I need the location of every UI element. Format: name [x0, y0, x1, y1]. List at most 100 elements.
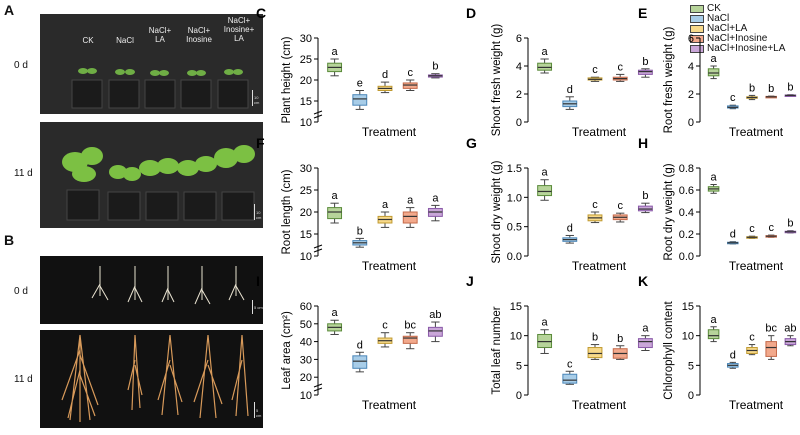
significance-letter: ab	[784, 323, 796, 335]
y-tick-label: 0.6	[679, 185, 694, 197]
y-tick-label: 0.4	[679, 207, 694, 219]
box	[637, 338, 653, 349]
axis-break-mark	[313, 383, 323, 392]
y-tick-label: 25	[300, 185, 312, 197]
significance-letter: b	[768, 83, 774, 95]
significance-letter: b	[592, 332, 598, 344]
significance-letter: a	[332, 46, 339, 58]
y-tick-label: 10	[300, 390, 312, 402]
panel-label: G	[466, 135, 477, 151]
x-axis-label: Treatment	[729, 125, 784, 139]
y-tick-label: 5	[516, 360, 522, 372]
photo-a-0d: CK NaCl NaCl+ LA NaCl+ Inosine NaCl+ Ino…	[40, 14, 263, 114]
significance-letter: e	[357, 78, 363, 90]
significance-letter: c	[617, 200, 623, 212]
pots-0d-illustration	[71, 68, 249, 109]
panel-label: E	[638, 5, 647, 21]
x-axis-label: Treatment	[362, 398, 417, 412]
group-caption: NaCl+ Inosine	[186, 26, 212, 44]
y-tick-label: 10	[300, 251, 312, 263]
y-tick-label: 1.5	[507, 163, 522, 175]
legend-swatch	[690, 15, 704, 23]
significance-letter: a	[432, 192, 439, 204]
box	[537, 185, 553, 197]
significance-letter: c	[592, 199, 598, 211]
significance-letter: ab	[429, 309, 441, 321]
y-tick-label: 15	[300, 96, 312, 108]
y-tick-label: 0	[688, 390, 694, 402]
significance-letter: a	[332, 190, 339, 202]
y-tick-label: 0.0	[679, 251, 694, 263]
y-tick-label: 10	[682, 331, 694, 343]
roots-0d-illustration	[91, 266, 245, 305]
x-axis-label: Treatment	[729, 398, 784, 412]
legend-swatch	[690, 35, 704, 43]
y-tick-label: 0.0	[507, 251, 522, 263]
group-caption: CK	[82, 36, 94, 45]
y-tick-label: 0	[688, 117, 694, 129]
panel-label: H	[638, 135, 648, 151]
row-label-11d: 11 d	[14, 168, 33, 179]
significance-letter: c	[407, 67, 413, 79]
significance-letter: a	[407, 195, 414, 207]
significance-letter: a	[642, 323, 649, 335]
group-caption: NaCl+ LA	[148, 26, 172, 44]
y-tick-label: 15	[300, 229, 312, 241]
box	[765, 341, 777, 357]
significance-letter: b	[749, 82, 755, 94]
significance-letter: d	[730, 349, 736, 361]
y-tick-label: 25	[300, 54, 312, 66]
y-tick-label: 50	[300, 319, 312, 331]
legend-label: NaCl	[707, 13, 730, 24]
scale-label: 5 cm	[254, 305, 263, 310]
legend-item: CK	[690, 4, 785, 14]
significance-letter: b	[432, 61, 438, 73]
legend-swatch	[690, 25, 704, 33]
significance-letter: a	[711, 172, 718, 184]
box	[327, 207, 343, 220]
significance-letter: a	[542, 317, 549, 329]
y-tick-label: 1.0	[507, 192, 522, 204]
box	[707, 329, 720, 340]
legend-swatch	[690, 45, 704, 53]
scale-bar	[254, 204, 255, 220]
box	[402, 211, 418, 224]
scale-bar	[252, 90, 253, 106]
significance-letter: c	[730, 92, 736, 104]
axis-break-mark	[313, 110, 323, 119]
scale-bar	[254, 402, 255, 418]
panel-label: K	[638, 273, 648, 289]
y-axis-label: Shoot fresh weight (g)	[491, 24, 503, 137]
significance-letter: a	[332, 307, 339, 319]
legend-swatch	[690, 5, 704, 13]
y-tick-label: 10	[300, 117, 312, 129]
significance-letter: a	[711, 53, 718, 65]
box	[537, 62, 553, 71]
panel-label: I	[256, 273, 260, 289]
significance-letter: c	[617, 61, 623, 73]
pots-11d-illustration	[62, 145, 255, 221]
significance-letter: c	[592, 64, 598, 76]
row-label-0d: 0 d	[14, 60, 28, 71]
group-caption: NaCl+ Inosine+ LA	[223, 16, 255, 43]
panel-label: C	[256, 5, 266, 21]
panel-label: D	[466, 5, 476, 21]
x-axis-label: Treatment	[729, 259, 784, 273]
box	[427, 326, 443, 337]
y-tick-label: 2	[516, 89, 522, 101]
x-axis-label: Treatment	[572, 259, 627, 273]
y-axis-label: Total leaf number	[491, 306, 503, 394]
y-tick-label: 0	[516, 117, 522, 129]
box	[637, 69, 653, 75]
panel-label-b: B	[4, 232, 15, 248]
legend-item: NaCl+Inosine	[690, 34, 785, 44]
significance-letter: a	[542, 46, 549, 58]
y-axis-label: Root length (cm)	[281, 169, 293, 254]
legend: CK NaCl NaCl+LA NaCl+Inosine NaCl+Inosin…	[690, 4, 785, 54]
y-tick-label: 0	[516, 390, 522, 402]
y-tick-label: 0.2	[679, 229, 694, 241]
y-axis-label: Plant height (cm)	[281, 36, 293, 123]
panel-label: J	[466, 273, 474, 289]
significance-letter: d	[357, 339, 363, 351]
